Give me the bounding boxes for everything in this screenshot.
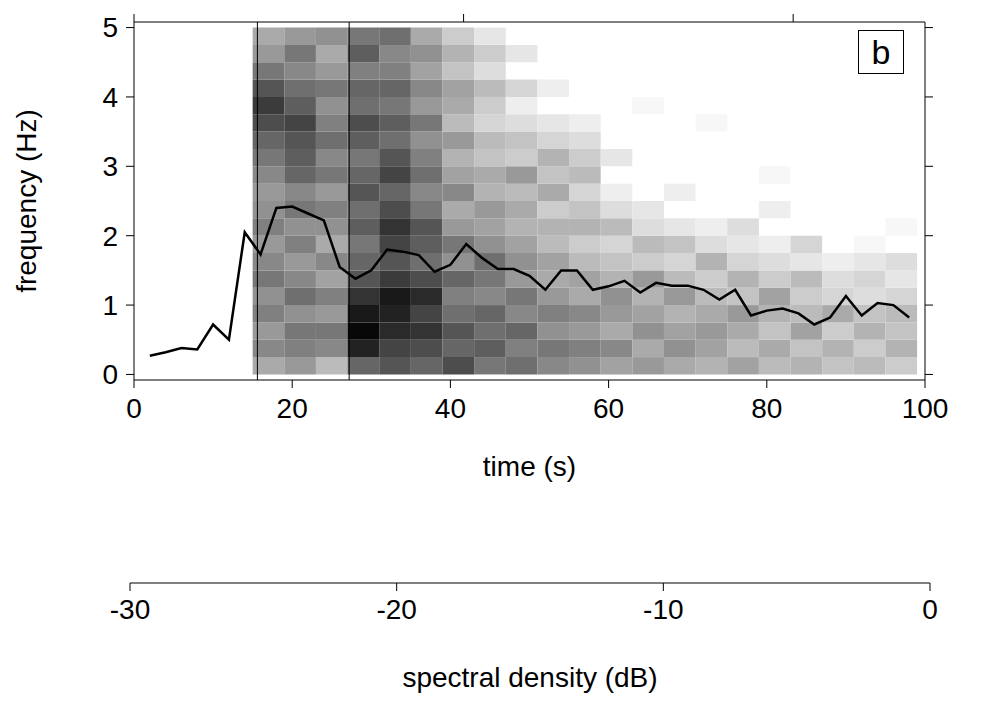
- html-text:b: b: [871, 32, 891, 71]
- svg-text:100: 100: [902, 393, 949, 424]
- svg-text:3: 3: [102, 151, 118, 182]
- svg-text:frequency (Hz): frequency (Hz): [11, 109, 42, 293]
- svg-text:4: 4: [102, 82, 118, 113]
- svg-text:20: 20: [277, 393, 308, 424]
- svg-text:0: 0: [102, 359, 118, 390]
- svg-text:0: 0: [922, 594, 938, 625]
- svg-text:-30: -30: [110, 594, 150, 625]
- svg-text:time (s): time (s): [483, 451, 576, 482]
- svg-text:5: 5: [102, 12, 118, 43]
- svg-text:80: 80: [751, 393, 782, 424]
- svg-text:2: 2: [102, 221, 118, 252]
- svg-text:60: 60: [593, 393, 624, 424]
- svg-text:40: 40: [435, 393, 466, 424]
- svg-text:spectral density (dB): spectral density (dB): [402, 662, 657, 693]
- svg-text:-20: -20: [376, 594, 416, 625]
- svg-text:-10: -10: [643, 594, 683, 625]
- svg-text:0: 0: [126, 393, 142, 424]
- svg-text:1: 1: [102, 290, 118, 321]
